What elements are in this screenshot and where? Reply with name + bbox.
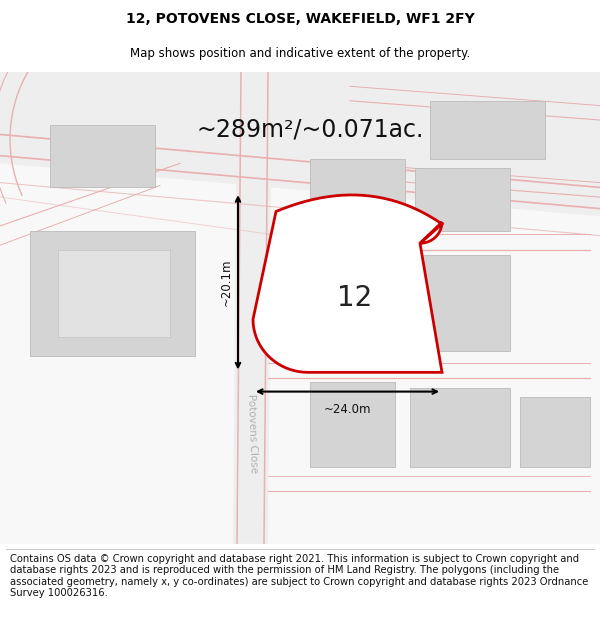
Text: Map shows position and indicative extent of the property.: Map shows position and indicative extent… xyxy=(130,47,470,59)
Polygon shape xyxy=(410,388,510,467)
Polygon shape xyxy=(420,255,510,351)
Text: ~289m²/~0.071ac.: ~289m²/~0.071ac. xyxy=(196,118,424,142)
Polygon shape xyxy=(0,72,600,216)
Polygon shape xyxy=(310,159,405,226)
Polygon shape xyxy=(310,250,400,356)
Text: ~20.1m: ~20.1m xyxy=(220,259,233,306)
Polygon shape xyxy=(0,72,600,544)
Text: Potovens Close: Potovens Close xyxy=(245,393,259,472)
Polygon shape xyxy=(520,398,590,467)
Polygon shape xyxy=(50,125,155,188)
Text: 12, POTOVENS CLOSE, WAKEFIELD, WF1 2FY: 12, POTOVENS CLOSE, WAKEFIELD, WF1 2FY xyxy=(125,12,475,26)
Polygon shape xyxy=(415,168,510,231)
Text: 12: 12 xyxy=(337,284,373,312)
Text: Contains OS data © Crown copyright and database right 2021. This information is : Contains OS data © Crown copyright and d… xyxy=(10,554,588,598)
Polygon shape xyxy=(233,72,272,544)
Polygon shape xyxy=(58,250,170,337)
Polygon shape xyxy=(310,382,395,467)
Polygon shape xyxy=(253,195,442,372)
Polygon shape xyxy=(430,101,545,159)
Polygon shape xyxy=(30,231,195,356)
Text: ~24.0m: ~24.0m xyxy=(324,403,371,416)
